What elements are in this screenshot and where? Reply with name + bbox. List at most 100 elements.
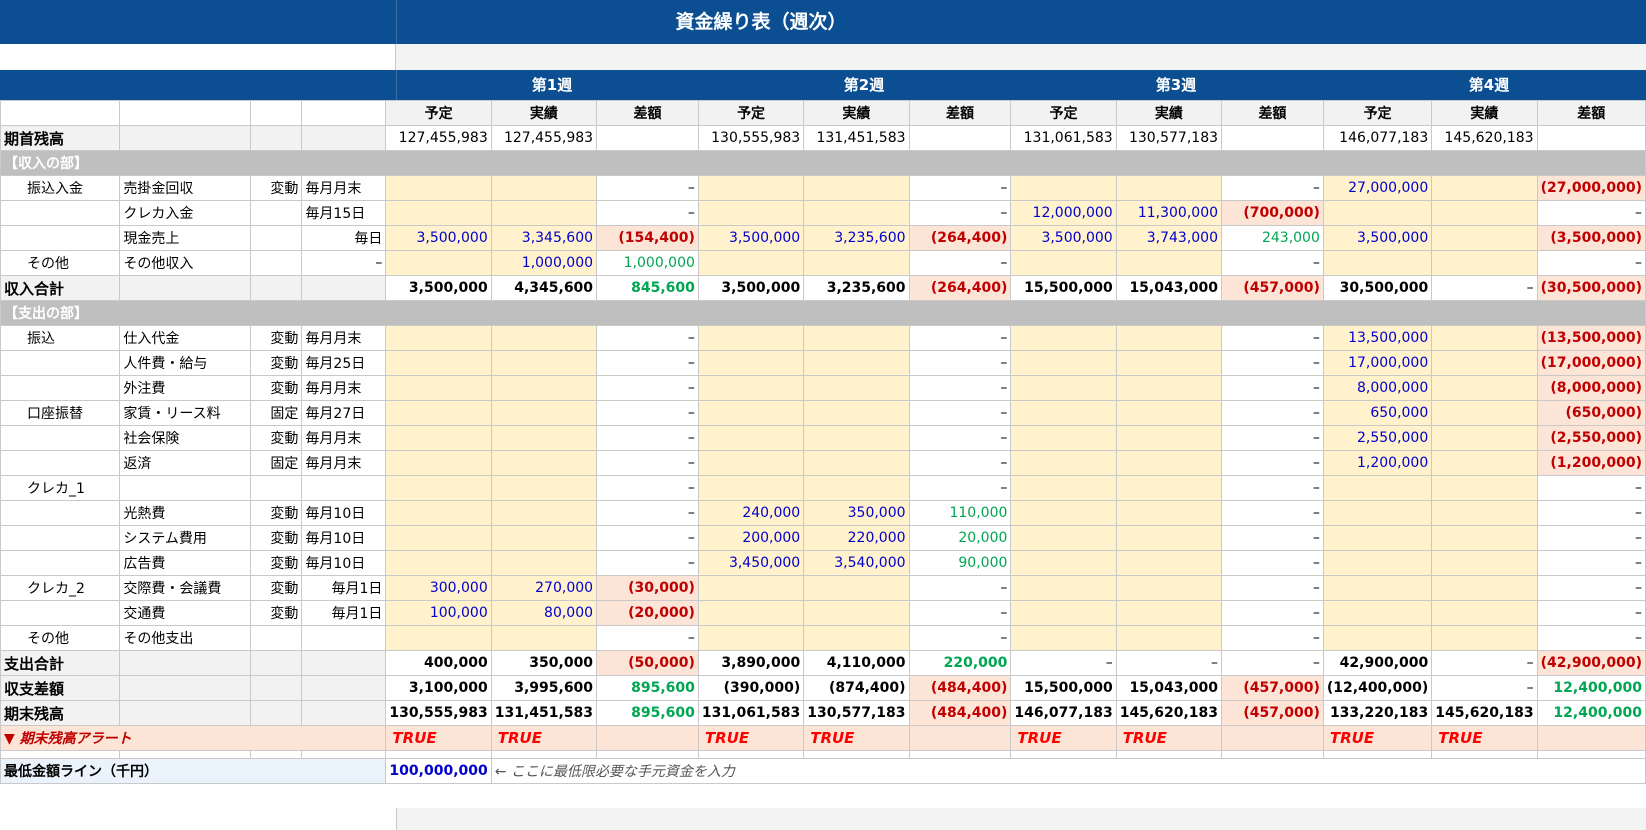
input-cell[interactable] xyxy=(1010,375,1117,401)
input-cell[interactable] xyxy=(1431,575,1538,601)
input-cell[interactable] xyxy=(697,175,805,201)
input-cell[interactable] xyxy=(1010,450,1117,476)
input-cell[interactable] xyxy=(697,350,805,376)
input-cell[interactable] xyxy=(1115,450,1223,476)
input-cell[interactable] xyxy=(803,350,910,376)
input-cell[interactable] xyxy=(697,600,805,626)
input-cell[interactable] xyxy=(697,625,805,651)
input-cell[interactable] xyxy=(697,200,805,226)
input-cell[interactable] xyxy=(1431,475,1538,501)
input-cell[interactable] xyxy=(1115,350,1223,376)
input-cell[interactable] xyxy=(1115,600,1223,626)
input-cell[interactable] xyxy=(697,325,805,351)
input-cell[interactable]: 1,200,000 xyxy=(1322,450,1433,476)
input-cell[interactable] xyxy=(1431,450,1538,476)
input-cell[interactable]: 3,500,000 xyxy=(1010,225,1117,251)
input-cell[interactable] xyxy=(803,475,910,501)
input-cell[interactable] xyxy=(490,525,598,551)
input-cell[interactable] xyxy=(1115,375,1223,401)
input-cell[interactable] xyxy=(1431,325,1538,351)
input-cell[interactable]: 650,000 xyxy=(1322,400,1433,426)
input-cell[interactable] xyxy=(490,175,598,201)
input-cell[interactable]: 3,540,000 xyxy=(803,550,910,576)
input-cell[interactable] xyxy=(803,325,910,351)
input-cell[interactable] xyxy=(385,175,492,201)
input-cell[interactable] xyxy=(1010,325,1117,351)
input-cell[interactable] xyxy=(385,425,492,451)
input-cell[interactable]: 3,500,000 xyxy=(697,225,805,251)
input-cell[interactable] xyxy=(697,575,805,601)
input-cell[interactable] xyxy=(803,600,910,626)
input-cell[interactable] xyxy=(1115,325,1223,351)
input-cell[interactable]: 300,000 xyxy=(385,575,492,601)
input-cell[interactable]: 350,000 xyxy=(803,500,910,526)
input-cell[interactable]: 100,000 xyxy=(385,600,492,626)
input-cell[interactable] xyxy=(385,450,492,476)
input-cell[interactable] xyxy=(1115,525,1223,551)
input-cell[interactable] xyxy=(1010,525,1117,551)
input-cell[interactable] xyxy=(385,325,492,351)
input-cell[interactable] xyxy=(1010,575,1117,601)
input-cell[interactable] xyxy=(1431,175,1538,201)
input-cell[interactable]: 2,550,000 xyxy=(1322,425,1433,451)
input-cell[interactable] xyxy=(1115,425,1223,451)
input-cell[interactable] xyxy=(697,250,805,276)
input-cell[interactable] xyxy=(1115,500,1223,526)
input-cell[interactable] xyxy=(1431,250,1538,276)
input-cell[interactable]: 27,000,000 xyxy=(1322,175,1433,201)
input-cell[interactable] xyxy=(1115,550,1223,576)
input-cell[interactable] xyxy=(1115,575,1223,601)
input-cell[interactable] xyxy=(1010,500,1117,526)
input-cell[interactable] xyxy=(697,475,805,501)
input-cell[interactable] xyxy=(803,450,910,476)
input-cell[interactable] xyxy=(1010,600,1117,626)
input-cell[interactable] xyxy=(803,175,910,201)
input-cell[interactable] xyxy=(1322,475,1433,501)
input-cell[interactable] xyxy=(1010,350,1117,376)
input-cell[interactable] xyxy=(1115,175,1223,201)
input-cell[interactable] xyxy=(1115,475,1223,501)
input-cell[interactable] xyxy=(490,350,598,376)
input-cell[interactable]: 11,300,000 xyxy=(1115,200,1223,226)
input-cell[interactable] xyxy=(803,425,910,451)
input-cell[interactable] xyxy=(803,200,910,226)
input-cell[interactable] xyxy=(1010,475,1117,501)
input-cell[interactable] xyxy=(1115,400,1223,426)
input-cell[interactable] xyxy=(1431,400,1538,426)
input-cell[interactable] xyxy=(1010,550,1117,576)
input-cell[interactable] xyxy=(1431,550,1538,576)
input-cell[interactable] xyxy=(385,200,492,226)
input-cell[interactable] xyxy=(1322,250,1433,276)
input-cell[interactable] xyxy=(385,375,492,401)
input-cell[interactable]: 240,000 xyxy=(697,500,805,526)
input-cell[interactable]: 270,000 xyxy=(490,575,598,601)
input-cell[interactable] xyxy=(1431,500,1538,526)
input-cell[interactable] xyxy=(1431,525,1538,551)
input-cell[interactable] xyxy=(385,550,492,576)
input-cell[interactable] xyxy=(490,450,598,476)
input-cell[interactable] xyxy=(490,375,598,401)
input-cell[interactable] xyxy=(490,425,598,451)
input-cell[interactable] xyxy=(490,625,598,651)
input-cell[interactable]: 13,500,000 xyxy=(1322,325,1433,351)
input-cell[interactable] xyxy=(697,375,805,401)
input-cell[interactable] xyxy=(803,625,910,651)
input-cell[interactable] xyxy=(1010,250,1117,276)
input-cell[interactable] xyxy=(1322,550,1433,576)
input-cell[interactable] xyxy=(385,475,492,501)
min-line-input[interactable]: 100,000,000 xyxy=(385,758,492,784)
input-cell[interactable] xyxy=(803,400,910,426)
input-cell[interactable]: 3,500,000 xyxy=(1322,225,1433,251)
input-cell[interactable] xyxy=(697,400,805,426)
input-cell[interactable] xyxy=(1010,175,1117,201)
input-cell[interactable] xyxy=(1431,425,1538,451)
input-cell[interactable] xyxy=(1431,600,1538,626)
input-cell[interactable] xyxy=(1322,500,1433,526)
input-cell[interactable]: 17,000,000 xyxy=(1322,350,1433,376)
input-cell[interactable] xyxy=(385,525,492,551)
input-cell[interactable] xyxy=(1322,525,1433,551)
input-cell[interactable] xyxy=(1010,425,1117,451)
input-cell[interactable]: 3,345,600 xyxy=(490,225,598,251)
input-cell[interactable]: 1,000,000 xyxy=(490,250,598,276)
input-cell[interactable] xyxy=(490,500,598,526)
